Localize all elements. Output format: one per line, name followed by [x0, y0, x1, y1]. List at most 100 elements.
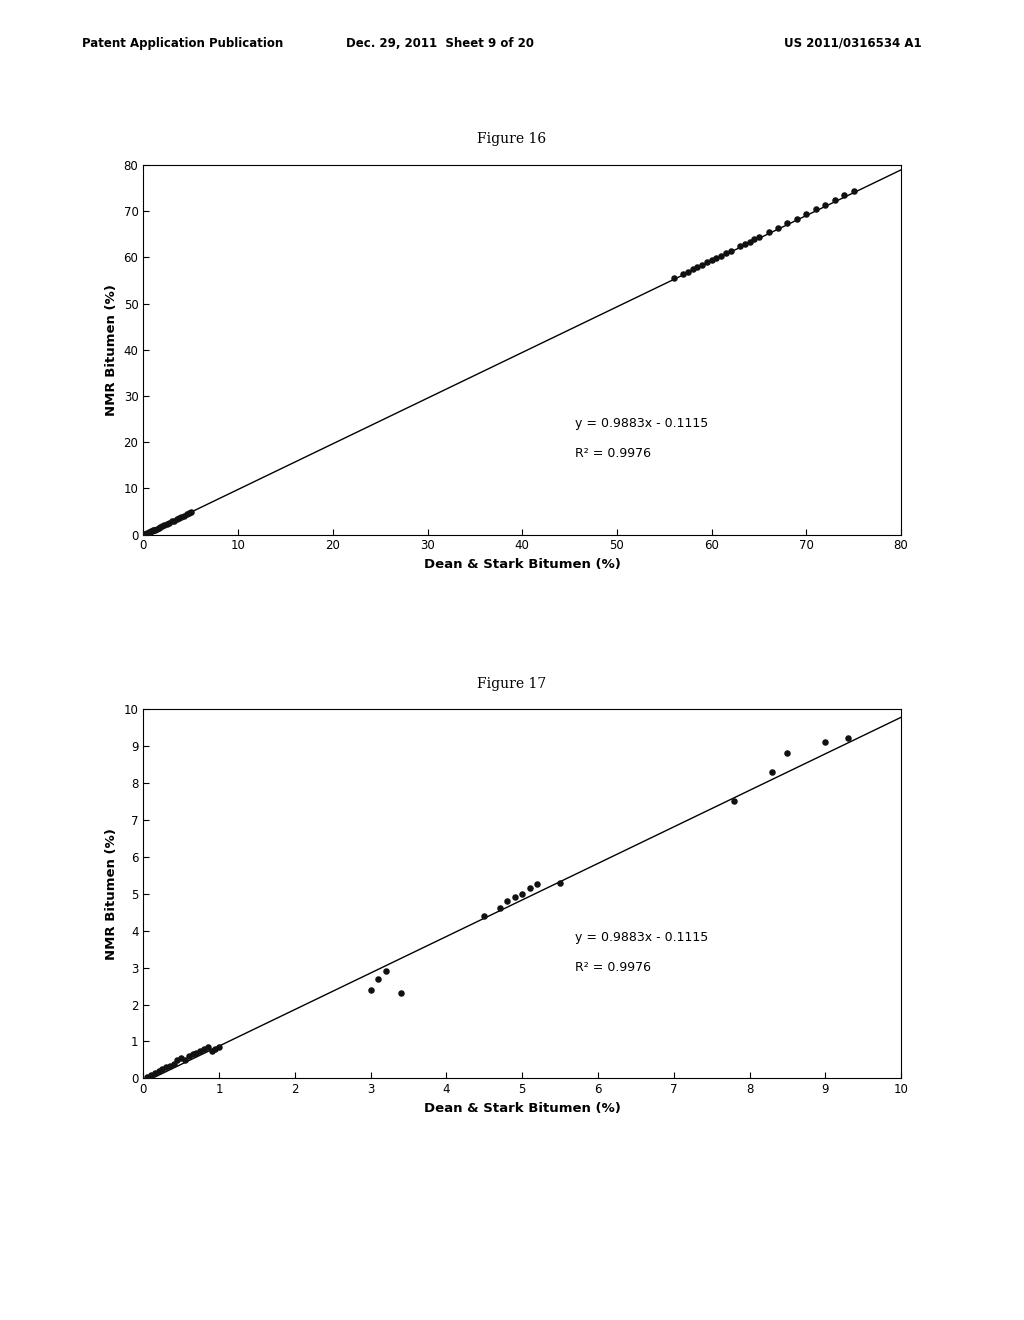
Text: Dec. 29, 2011  Sheet 9 of 20: Dec. 29, 2011 Sheet 9 of 20: [346, 37, 535, 50]
Point: [184, 1044, 201, 1065]
Point: [176, 506, 193, 527]
Point: [817, 731, 834, 752]
Point: [159, 513, 175, 535]
Text: Patent Application Publication: Patent Application Publication: [82, 37, 284, 50]
Point: [507, 887, 523, 908]
Y-axis label: NMR Bitumen (%): NMR Bitumen (%): [105, 284, 118, 416]
Point: [207, 1039, 223, 1060]
Point: [746, 228, 763, 249]
Point: [154, 1059, 170, 1080]
Point: [204, 1040, 220, 1061]
Point: [158, 1057, 174, 1078]
Point: [138, 523, 155, 544]
Point: [146, 519, 163, 540]
Point: [680, 261, 696, 282]
Point: [514, 883, 530, 904]
Point: [723, 240, 739, 261]
Text: Figure 16: Figure 16: [477, 132, 547, 147]
Point: [140, 523, 157, 544]
Point: [173, 507, 189, 528]
Point: [751, 227, 767, 248]
Point: [370, 968, 386, 989]
Point: [521, 878, 538, 899]
Point: [168, 508, 184, 529]
Point: [718, 243, 734, 264]
Point: [378, 961, 394, 982]
Point: [143, 520, 160, 541]
Point: [499, 891, 515, 912]
Point: [779, 213, 796, 234]
Point: [713, 246, 729, 267]
Point: [188, 1041, 205, 1063]
Text: R² = 0.9976: R² = 0.9976: [575, 961, 651, 974]
Point: [694, 255, 711, 276]
Point: [846, 181, 862, 202]
Text: Figure 17: Figure 17: [477, 677, 547, 692]
Point: [799, 203, 815, 224]
Point: [732, 236, 749, 257]
Point: [142, 521, 159, 543]
Point: [166, 510, 182, 531]
Point: [151, 517, 167, 539]
Point: [689, 256, 706, 277]
Point: [779, 743, 796, 764]
Point: [703, 249, 720, 271]
Point: [182, 502, 199, 523]
Point: [180, 503, 197, 524]
Point: [492, 898, 508, 919]
Point: [529, 874, 546, 895]
Point: [156, 515, 172, 536]
Point: [770, 218, 786, 239]
Point: [139, 523, 156, 544]
Point: [139, 1067, 156, 1088]
Point: [362, 979, 379, 1001]
Text: R² = 0.9976: R² = 0.9976: [575, 446, 651, 459]
X-axis label: Dean & Stark Bitumen (%): Dean & Stark Bitumen (%): [424, 558, 621, 572]
Point: [200, 1036, 216, 1057]
Point: [173, 1048, 189, 1069]
Point: [476, 906, 493, 927]
Text: US 2011/0316534 A1: US 2011/0316534 A1: [784, 37, 922, 50]
Point: [136, 524, 153, 545]
Point: [764, 762, 780, 783]
Point: [151, 1060, 167, 1081]
Point: [148, 517, 165, 539]
Point: [788, 209, 805, 230]
Point: [141, 521, 158, 543]
Point: [840, 727, 856, 748]
Point: [808, 199, 824, 220]
Point: [180, 1045, 197, 1067]
Point: [179, 504, 196, 525]
Point: [171, 507, 187, 528]
Point: [144, 520, 161, 541]
Point: [196, 1039, 212, 1060]
Point: [161, 512, 177, 533]
Point: [393, 983, 410, 1005]
Point: [141, 521, 158, 543]
Point: [726, 791, 742, 812]
Point: [698, 252, 715, 273]
Point: [177, 1049, 194, 1071]
Point: [826, 190, 843, 211]
Point: [552, 873, 568, 894]
Y-axis label: NMR Bitumen (%): NMR Bitumen (%): [105, 828, 118, 960]
Point: [145, 519, 162, 541]
Point: [146, 1063, 163, 1084]
X-axis label: Dean & Stark Bitumen (%): Dean & Stark Bitumen (%): [424, 1102, 621, 1115]
Text: y = 0.9883x - 0.1115: y = 0.9883x - 0.1115: [575, 417, 709, 430]
Text: y = 0.9883x - 0.1115: y = 0.9883x - 0.1115: [575, 932, 709, 945]
Point: [154, 515, 170, 536]
Point: [736, 234, 753, 255]
Point: [684, 259, 700, 280]
Point: [675, 264, 691, 285]
Point: [709, 247, 725, 268]
Point: [836, 185, 852, 206]
Point: [193, 1040, 209, 1061]
Point: [164, 511, 180, 532]
Point: [137, 524, 154, 545]
Point: [211, 1036, 227, 1057]
Point: [162, 1055, 178, 1076]
Point: [760, 222, 776, 243]
Point: [169, 1049, 185, 1071]
Point: [817, 194, 834, 215]
